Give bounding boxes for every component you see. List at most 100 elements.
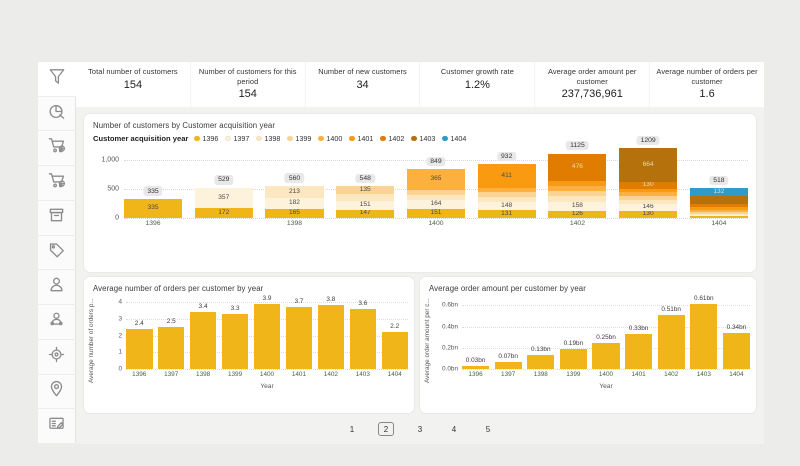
bar-column[interactable]: 0.61bn (690, 295, 718, 369)
bar[interactable] (559, 348, 587, 369)
bar-segment[interactable]: 126 (548, 210, 607, 218)
bar[interactable] (494, 361, 522, 369)
bar-column[interactable]: 3.3 (221, 297, 249, 369)
bar-segment[interactable] (548, 191, 607, 197)
bar-segment[interactable]: 146 (619, 204, 678, 212)
bar[interactable] (592, 342, 620, 369)
bar-segment[interactable] (619, 188, 678, 193)
bar-column[interactable]: 3.9 (253, 295, 281, 369)
bar-column[interactable]: 2.5 (157, 297, 185, 369)
stacked-bar-column[interactable]: 548 147 151 135 (336, 146, 395, 218)
legend-item[interactable]: 1397 (225, 134, 249, 143)
bar-segment[interactable]: 411 (477, 164, 536, 189)
bar-segment[interactable]: 130 (619, 211, 678, 218)
stacked-bar-column[interactable]: 335 335 (124, 146, 183, 218)
bar[interactable] (690, 304, 718, 369)
bar-segment[interactable]: 151 (336, 200, 395, 210)
bar-segment[interactable]: 335 (124, 198, 183, 218)
bar-segment[interactable] (689, 216, 748, 218)
bar[interactable] (157, 327, 185, 369)
bar-segment[interactable]: 357 (194, 187, 253, 209)
legend-item[interactable]: 1401 (349, 134, 373, 143)
sidebar-item-filter[interactable] (37, 62, 76, 97)
bar[interactable] (317, 305, 345, 369)
legend-item[interactable]: 1396 (194, 134, 218, 143)
bar-segment[interactable] (406, 195, 465, 200)
bar-segment[interactable]: 164 (406, 199, 465, 210)
sidebar-item-target[interactable] (37, 340, 76, 375)
bar-segment[interactable] (689, 213, 748, 216)
legend-item[interactable]: 1403 (411, 134, 435, 143)
bar-segment[interactable]: 132 (689, 188, 748, 196)
bar-segment[interactable] (336, 194, 395, 201)
bar-column[interactable]: 0.13bn (527, 297, 555, 369)
sidebar-item-pie-chart[interactable] (37, 97, 76, 132)
bar-segment[interactable] (619, 199, 678, 205)
bar[interactable] (126, 328, 153, 369)
bar-segment[interactable]: 148 (477, 201, 536, 211)
bar-segment[interactable]: 158 (548, 201, 607, 211)
bar[interactable] (285, 307, 313, 369)
stacked-bar-column[interactable]: 932 131 148 411 (477, 146, 536, 218)
sidebar-item-cart-remove[interactable] (37, 166, 76, 201)
bar-segment[interactable]: 147 (336, 209, 395, 218)
stacked-bar-column[interactable]: 849 151 164 365 (406, 146, 465, 218)
sidebar-item-map-pin[interactable] (37, 375, 76, 410)
bar[interactable] (625, 334, 653, 369)
bar-column[interactable]: 0.34bn (722, 297, 750, 369)
bar-segment[interactable] (689, 209, 748, 213)
bar[interactable] (527, 355, 555, 369)
bar[interactable] (221, 313, 249, 369)
pagination-page-4[interactable]: 4 (451, 424, 457, 434)
bar-segment[interactable]: 476 (548, 153, 607, 181)
bar[interactable] (189, 312, 217, 369)
bar-segment[interactable] (477, 197, 536, 202)
bar-column[interactable]: 0.33bn (625, 297, 653, 369)
sidebar-item-archive-box[interactable] (37, 201, 76, 236)
bar-segment[interactable]: 664 (619, 148, 678, 182)
bar-segment[interactable]: 172 (194, 208, 253, 218)
bar-segment[interactable] (406, 190, 465, 196)
sidebar-item-cart-add[interactable] (37, 131, 76, 167)
bar-column[interactable]: 0.07bn (494, 297, 522, 369)
sidebar-item-tag[interactable] (37, 236, 76, 271)
bar-segment[interactable] (689, 207, 748, 210)
bar-segment[interactable] (548, 186, 607, 192)
bar[interactable] (462, 365, 490, 369)
bar-segment[interactable] (619, 192, 678, 196)
pagination-page-1[interactable]: 1 (349, 424, 355, 434)
bar-segment[interactable]: 131 (477, 210, 536, 218)
bar-column[interactable]: 0.51bn (657, 297, 685, 369)
stacked-bar-column[interactable]: 1209 130 146 130 664 (619, 136, 678, 218)
stacked-bar-column[interactable]: 560 165 182 213 (265, 146, 324, 218)
bar-column[interactable]: 0.03bn (462, 297, 490, 369)
stacked-bar-column[interactable]: 518 132 (689, 146, 748, 218)
bar[interactable] (349, 308, 377, 369)
sidebar-item-user[interactable] (37, 270, 76, 306)
bar[interactable] (253, 303, 281, 369)
bar-column[interactable]: 0.25bn (592, 297, 620, 369)
bar-column[interactable]: 3.6 (349, 297, 377, 369)
stacked-bar-column[interactable]: 1125 126 158 476 (548, 140, 607, 218)
bar-segment[interactable] (548, 181, 607, 187)
legend-item[interactable]: 1402 (380, 134, 404, 143)
bar-segment[interactable] (477, 192, 536, 197)
pagination-page-2[interactable]: 2 (378, 422, 394, 436)
bar-segment[interactable]: 365 (406, 169, 465, 191)
bar-column[interactable]: 2.2 (381, 297, 408, 369)
legend-item[interactable]: 1399 (287, 134, 311, 143)
bar-segment[interactable] (689, 203, 748, 208)
pagination-page-5[interactable]: 5 (485, 424, 491, 434)
bar-segment[interactable] (689, 215, 748, 217)
pagination-page-3[interactable]: 3 (417, 424, 423, 434)
legend-item[interactable]: 1404 (442, 134, 466, 143)
bar-segment[interactable]: 135 (336, 186, 395, 195)
bar-segment[interactable]: 213 (265, 185, 324, 199)
bar-segment[interactable]: 130 (619, 181, 678, 189)
bar-segment[interactable] (619, 195, 678, 200)
sidebar-item-form-edit[interactable] (37, 409, 76, 445)
bar-segment[interactable]: 182 (265, 198, 324, 209)
bar-column[interactable]: 3.7 (285, 297, 313, 369)
bar-column[interactable]: 3.4 (189, 297, 217, 369)
bar-segment[interactable] (689, 212, 748, 214)
